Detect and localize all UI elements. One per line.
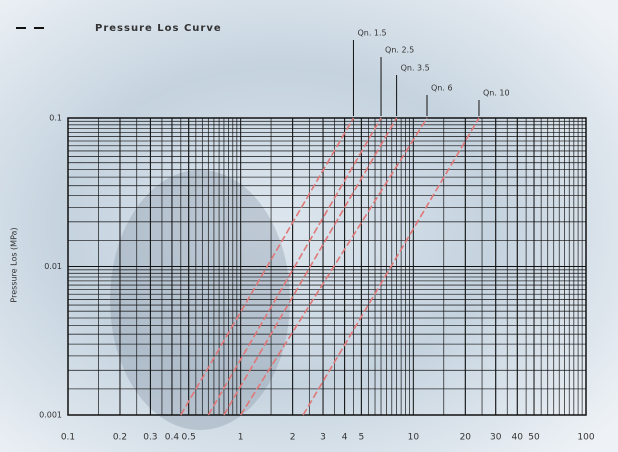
x-tick-label: 30 xyxy=(490,433,502,443)
y-tick-label: 0.001 xyxy=(39,411,62,420)
x-tick-label: 10 xyxy=(408,433,420,443)
background-shape xyxy=(110,170,290,430)
series-line xyxy=(223,117,398,416)
series-label: Qn. 6 xyxy=(431,84,453,93)
y-tick-label: 0.01 xyxy=(44,262,62,271)
x-tick-label: 0.2 xyxy=(113,433,127,443)
series-label: Qn. 2.5 xyxy=(385,46,414,55)
x-tick-label: 2 xyxy=(290,433,296,443)
series-line xyxy=(180,117,355,416)
series-line xyxy=(302,117,480,416)
x-tick-label: 0.4 xyxy=(165,433,180,443)
series-label: Qn. 1.5 xyxy=(357,29,386,38)
x-tick-label: 4 xyxy=(342,433,348,443)
x-tick-label: 50 xyxy=(528,433,540,443)
y-axis-label: Pressure Los (MPa) xyxy=(10,227,19,302)
x-tick-label: 0.1 xyxy=(61,433,75,443)
series-line xyxy=(239,117,428,416)
x-tick-label: 3 xyxy=(320,433,326,443)
x-tick-label: 20 xyxy=(460,433,472,443)
x-tick-label: 100 xyxy=(577,433,594,443)
x-tick-label: 1 xyxy=(238,433,244,443)
series-label: Qn. 3.5 xyxy=(401,64,430,73)
x-tick-label: 0.5 xyxy=(182,433,196,443)
y-tick-label: 0.1 xyxy=(49,114,62,123)
x-tick-label: 40 xyxy=(512,433,524,443)
x-tick-label: 5 xyxy=(358,433,364,443)
x-tick-label: 0.3 xyxy=(143,433,157,443)
chart-title: Pressure Los Curve xyxy=(95,23,222,34)
series-label: Qn. 10 xyxy=(483,89,510,98)
series-line xyxy=(207,117,382,416)
